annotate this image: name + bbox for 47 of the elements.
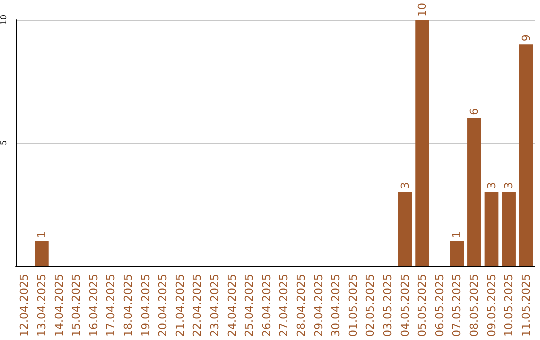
x-tick-label: 23.04.2025 [208, 274, 222, 338]
data-label: 3 [485, 182, 498, 190]
x-tick-label: 14.04.2025 [52, 274, 66, 338]
x-tick-label: 27.04.2025 [278, 274, 291, 338]
x-tick-label: 16.04.2025 [87, 274, 100, 338]
data-label: 6 [468, 108, 481, 116]
data-label: 3 [398, 182, 412, 190]
data-label: 1 [450, 231, 464, 238]
x-tick-label: 28.04.2025 [294, 274, 308, 338]
x-tick-label: 30.04.2025 [330, 274, 343, 338]
x-tick-label: 21.04.2025 [174, 274, 187, 338]
x-tick-label: 10.05.2025 [502, 274, 516, 338]
bar [398, 192, 412, 266]
x-tick-label: 15.04.2025 [70, 274, 84, 338]
data-label: 9 [520, 34, 533, 42]
x-tick-label: 17.04.2025 [104, 274, 118, 338]
x-tick-label: 06.05.2025 [433, 274, 446, 338]
bar [519, 44, 534, 266]
x-tick-label: 13.04.2025 [35, 274, 48, 338]
bar [416, 20, 430, 266]
x-tick-label: 12.04.2025 [18, 274, 32, 338]
data-label: 10 [416, 3, 430, 17]
x-tick-label: 25.04.2025 [243, 274, 256, 338]
x-tick-label: 07.05.2025 [450, 274, 464, 338]
x-tick-label: 08.05.2025 [468, 274, 481, 338]
x-tick-label: 05.05.2025 [416, 274, 430, 338]
bar [35, 241, 49, 266]
data-label: 1 [35, 231, 48, 238]
x-tick-label: 29.04.2025 [312, 274, 326, 338]
x-tick-label: 22.04.2025 [191, 274, 204, 338]
bar [468, 118, 482, 266]
x-tick-label: 04.05.2025 [398, 274, 412, 338]
x-tick-label: 20.04.2025 [156, 274, 170, 338]
x-tick-label: 26.04.2025 [260, 274, 274, 338]
x-tick-label: 03.05.2025 [381, 274, 394, 338]
y-tick-label: 5 [0, 140, 8, 146]
bar [502, 192, 516, 266]
data-label: 3 [502, 182, 516, 190]
x-tick-label: 02.05.2025 [364, 274, 378, 338]
x-tick-label: 01.05.2025 [346, 274, 360, 338]
bar [484, 192, 499, 266]
x-tick-label: 19.04.2025 [139, 274, 152, 338]
bar [450, 241, 464, 266]
x-tick-label: 11.05.2025 [520, 274, 533, 338]
x-tick-label: 09.05.2025 [485, 274, 498, 338]
x-tick-label: 18.04.2025 [122, 274, 135, 338]
x-tick-label: 24.04.2025 [226, 274, 239, 338]
